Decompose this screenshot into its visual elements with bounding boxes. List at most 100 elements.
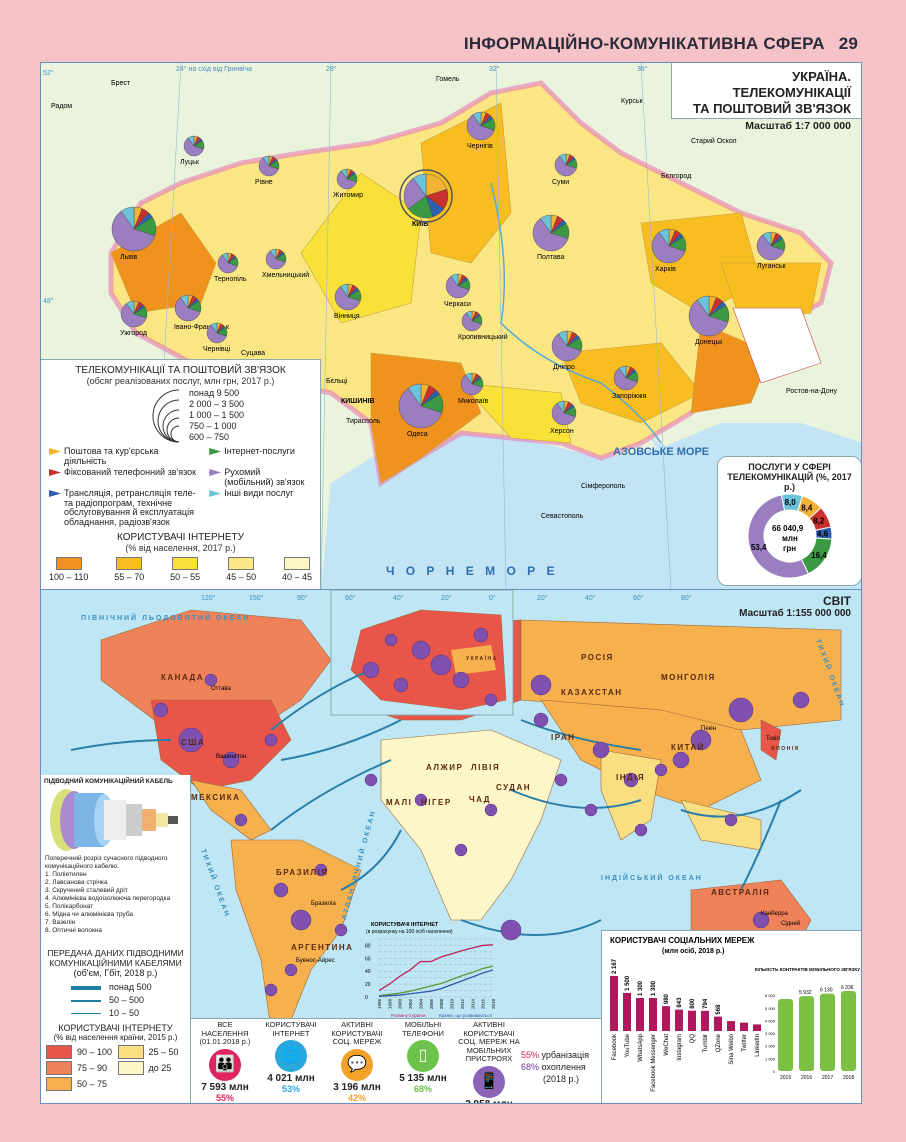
y-tick-label: 5 000 (765, 1006, 776, 1011)
city-pie-slice (557, 330, 568, 347)
city-pie-slice (465, 310, 473, 322)
internet-users-line-chart: КОРИСТУВАЧІ ІНТЕРНЕТ(в розрахунку на 100… (365, 922, 496, 1018)
cable-class-label: 10 – 50 (109, 1008, 140, 1018)
stat-item: АКТИВНІ КОРИСТУВАЧІ СОЦ. МЕРЕЖ 💬 3 196 млн 42… (325, 1020, 389, 1102)
city-label: Чернівці (203, 345, 231, 353)
city-pie-slice (269, 248, 277, 260)
stat-label: (01.01.2018 р.) (199, 1037, 251, 1046)
social-bar (714, 1016, 722, 1031)
class-swatch (228, 557, 255, 570)
cable-part-label: 4. Алюмінієва водоізолююча перегородка (45, 895, 171, 902)
y-tick-label: 0 (773, 1069, 776, 1074)
legend-subtitle: (обсяг реалізованих послуг, млн грн, 201… (86, 376, 275, 386)
globe-icon: 🌐 (275, 1040, 307, 1072)
country-label: МЕКСИКА (191, 793, 240, 802)
internet-users-circle (792, 691, 810, 709)
contracts-bar (799, 996, 814, 1071)
internet-legend-subtitle: (% від населення країни, 2015 р.) (53, 1033, 178, 1042)
internet-users-circle (454, 843, 468, 857)
service-legend-item: Рухомий (мобільний) зв'язок (209, 467, 312, 487)
city-pie-slice (398, 387, 443, 429)
city-label: Житомир (333, 192, 363, 199)
category-label: QQ (690, 1034, 696, 1044)
y-tick-label: 6 000 (765, 993, 776, 998)
service-label: Фіксований телефонний зв'язок (64, 467, 197, 477)
internet-users-circle (290, 909, 312, 931)
country-label: АЛЖИР (426, 763, 463, 772)
x-tick-label: 1996 (377, 999, 382, 1010)
contracts-bar (841, 991, 856, 1071)
internet-class: 45 – 50 (226, 557, 256, 582)
internet-class: 40 – 45 (282, 557, 312, 582)
chart-subtitle: (в розрахунку на 100 осіб населення) (366, 929, 453, 935)
place-label: Бєльці (326, 377, 348, 385)
bar-value-label: 6 336 (841, 985, 854, 991)
service-label: Інші види послуг (224, 488, 294, 498)
bar-value-label: 1 300 (638, 980, 644, 996)
city-pie-slice (688, 299, 729, 337)
country-label: КАЗАХСТАН (561, 688, 623, 697)
submarine-cable (340, 829, 402, 891)
ocean-label: ПІВНІЧНИЙ ЛЬОДОВИТИЙ ОКЕАН (81, 613, 251, 622)
city-pie-slice (340, 283, 349, 298)
donut-slice (780, 493, 804, 512)
stat-item: МОБІЛЬНІ ТЕЛЕФОНИ ▯ 5 135 млн 68% (391, 1020, 455, 1094)
city-pie-slice (532, 218, 569, 252)
place-label: Брест (111, 80, 131, 87)
asia-central-landmass (540, 699, 762, 811)
country-label: ЯПОНІЯ (771, 746, 800, 752)
internet-class: 100 – 110 (49, 557, 88, 582)
internet-users-circle (414, 793, 428, 807)
stat-item: КОРИСТУВАЧІ ІНТЕРНЕТ 🌐 4 021 млн 53% (259, 1020, 323, 1094)
internet-users-circle (484, 693, 498, 707)
city-label: Вінниця (334, 312, 360, 320)
service-label: Рухомий (мобільний) зв'язок (224, 467, 305, 487)
africa-landmass (380, 729, 562, 921)
city-pie-slice (187, 135, 195, 147)
urbanization-note: 55% урбанізація 68% охоплення (2018 р.) (521, 1049, 589, 1085)
city-pie-slice (556, 400, 565, 414)
x-tick-label: 2002 (408, 999, 413, 1010)
city-pie-slice (334, 286, 361, 311)
cable-line-icon (71, 1013, 101, 1015)
donut-value-label: 53,4 (751, 543, 767, 552)
country-label: АВСТРАЛІЯ (711, 888, 770, 897)
city-pie-slice (756, 234, 785, 261)
place-label: КИШИНІВ (341, 398, 374, 405)
city-label: Донецьк (695, 339, 723, 346)
city-label: Токіо (766, 736, 780, 742)
city-label: Полтава (537, 254, 565, 261)
social-bar (675, 1009, 683, 1031)
meridian (320, 63, 332, 589)
class-swatch (283, 557, 310, 570)
city-pie-slice (466, 114, 495, 141)
city-pie-slice (696, 295, 710, 317)
city-pie-slice (651, 231, 686, 264)
country-label: БРАЗИЛІЯ (276, 868, 329, 877)
internet-class: 50 – 55 (170, 557, 200, 582)
class-swatch (117, 1045, 144, 1059)
stat-label: АКТИВНІ (341, 1020, 373, 1029)
class-label: 55 – 70 (114, 572, 145, 582)
class-label: 100 – 110 (49, 572, 89, 582)
class-swatch (46, 1077, 72, 1091)
contracts-bar (820, 993, 835, 1071)
series-line (378, 969, 494, 998)
longitude-label: 150° (249, 594, 264, 602)
city-pie-slice (217, 254, 238, 274)
city-pie-slice (472, 111, 482, 127)
internet-users-circle (314, 863, 328, 877)
country-label: МАЛІ (386, 798, 412, 807)
submarine-cable (270, 759, 392, 831)
country-label: СУДАН (496, 783, 531, 792)
legend-label: Країни, що розвиваються (439, 1013, 492, 1018)
class-label: 45 – 50 (226, 572, 257, 582)
internet-users-circle (264, 983, 278, 997)
country-label: АРГЕНТИНА (291, 943, 353, 952)
donut-value-label: 8,4 (801, 503, 813, 512)
city-pie-slice (412, 173, 427, 197)
donut-center-unit: грн (783, 544, 796, 553)
longitude-label: 20° (537, 594, 548, 602)
cable-part-label: 7. Вазелін (45, 919, 76, 926)
ocean-label: ІНДІЙСЬКИЙ ОКЕАН (601, 873, 703, 882)
